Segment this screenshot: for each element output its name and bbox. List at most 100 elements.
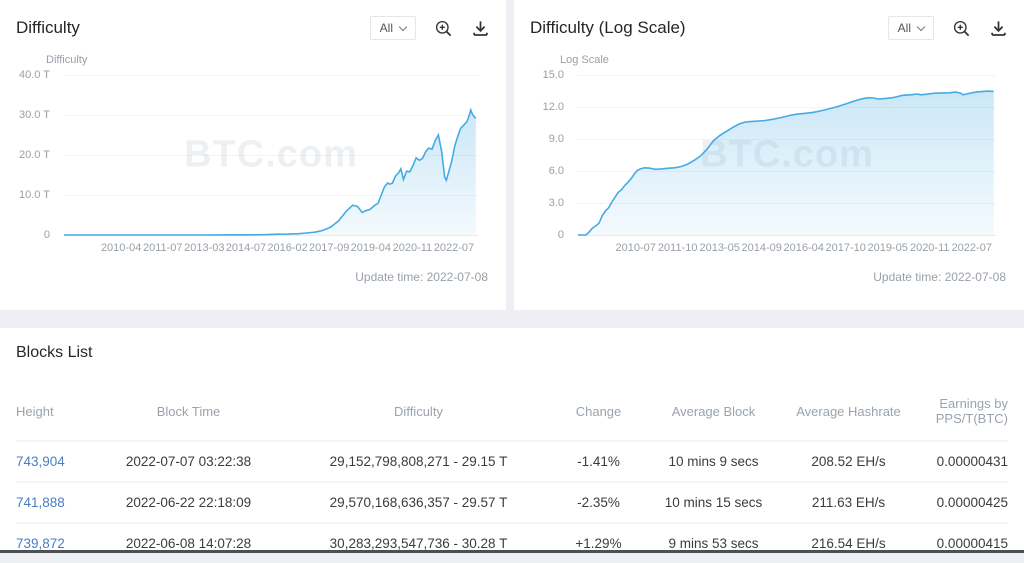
x-axis-tick: 2014-07: [225, 242, 267, 254]
x-axis-tick: 2010-07: [615, 242, 656, 254]
difficulty-line-series: [64, 75, 478, 235]
chart-grid: [64, 75, 478, 236]
table-row: 741,888 2022-06-22 22:18:09 29,570,168,636…: [16, 481, 1008, 523]
x-axis-tick: 2016-04: [783, 242, 824, 254]
x-axis-tick: 2013-03: [184, 242, 225, 254]
zoom-in-icon[interactable]: [952, 19, 971, 38]
difficulty-cell: 30,283,293,547,736 - 30.28 T: [291, 522, 546, 563]
x-axis-tick: 2019-04: [350, 242, 391, 254]
earnings-cell: 0.00000425: [921, 481, 1008, 523]
difficulty-log-chart-panel: Difficulty (Log Scale) All Log Scale 0 3.…: [514, 0, 1024, 310]
blocks-table-body: 743,904 2022-07-07 03:22:38 29,152,798,808…: [16, 440, 1008, 563]
block-height-link[interactable]: 741,888: [16, 495, 65, 510]
x-axis-tick: 2022-07: [433, 242, 475, 254]
y-axis-labels: 0 3.0 6.0 9.0 12.0 15.0: [530, 69, 572, 241]
height-cell: 741,888: [16, 481, 86, 523]
y-axis-name: Log Scale: [560, 54, 609, 66]
gridline: [64, 115, 478, 116]
x-axis-tick: 2019-05: [867, 242, 908, 254]
charts-row: Difficulty All Difficulty 0 10.0 T 20.0 T 3…: [0, 0, 1024, 310]
range-select[interactable]: All: [369, 16, 416, 40]
y-axis-labels: 0 10.0 T 20.0 T 30.0 T 40.0 T: [16, 69, 58, 241]
block-time-cell: 2022-07-07 03:22:38: [86, 440, 291, 482]
y-axis-tick: 9.0: [548, 133, 564, 145]
x-axis-tick: 2022-07: [951, 242, 992, 254]
range-select-value: All: [897, 21, 911, 35]
change-cell: -1.41%: [546, 440, 651, 482]
block-time-cell: 2022-06-08 14:07:28: [86, 522, 291, 563]
average-block-cell: 9 mins 53 secs: [651, 522, 776, 563]
zoom-in-icon[interactable]: [434, 19, 453, 38]
panel-header: Difficulty (Log Scale) All: [530, 12, 1008, 44]
update-time: Update time: 2022-07-08: [355, 270, 488, 284]
y-axis-tick: 0: [43, 229, 50, 241]
average-block-cell: 10 mins 15 secs: [651, 481, 776, 523]
difficulty-chart-panel: Difficulty All Difficulty 0 10.0 T 20.0 T 3…: [0, 0, 506, 310]
change-cell: +1.29%: [546, 522, 651, 563]
average-hashrate-cell: 208.52 EH/s: [776, 440, 921, 482]
earnings-cell: 0.00000415: [921, 522, 1008, 563]
y-axis-tick: 6.0: [548, 165, 564, 177]
y-axis-tick: 40.0 T: [19, 69, 50, 81]
x-axis-tick: 2010-04: [100, 242, 142, 254]
y-axis-tick: 10.0 T: [19, 189, 50, 201]
column-header-average-hashrate: Average Hashrate: [796, 403, 901, 419]
x-axis-tick: 2017-10: [825, 242, 866, 254]
x-axis-tick: 2020-11: [392, 242, 433, 254]
difficulty-log-chart: 03.06.09.012.015.0 BTC.com: [543, 69, 996, 241]
column-header-change: Change: [575, 403, 622, 419]
average-hashrate-cell: 211.63 EH/s: [776, 481, 921, 523]
block-height-link[interactable]: 743,904: [16, 454, 65, 469]
range-select-value: All: [379, 21, 393, 35]
x-axis-tick: 2016-02: [267, 242, 308, 254]
column-header-earnings: Earnings by PPS/T(BTC): [935, 396, 1008, 426]
gridline: [64, 75, 478, 76]
y-axis-tick: 3.0: [548, 197, 564, 209]
gridline: [578, 235, 996, 236]
column-header-height: Height: [16, 403, 54, 419]
chevron-down-icon: [916, 22, 926, 31]
page-bottom-edge: [0, 550, 1024, 553]
gridline: [64, 155, 478, 156]
difficulty-log-area-series: [578, 75, 996, 235]
x-axis-labels: 2010-04 2011-07 2013-03 2014-07 2016-02 2017-…: [64, 242, 478, 257]
panel-title: Difficulty: [16, 18, 80, 37]
gridline: [578, 75, 996, 76]
gridline: [578, 107, 996, 108]
blocks-list-panel: Blocks List Height Block Time Difficulty…: [0, 328, 1024, 563]
gridline: [64, 235, 478, 236]
difficulty-cell: 29,570,168,636,357 - 29.57 T: [291, 481, 546, 523]
chart-controls: All: [887, 16, 1008, 40]
x-axis-tick: 2020-11: [909, 242, 950, 254]
x-axis-tick: 2011-07: [142, 242, 183, 254]
block-height-link[interactable]: 739,872: [16, 536, 65, 551]
column-header-average-block: Average Block: [671, 403, 756, 419]
blocks-list-title: Blocks List: [16, 344, 93, 361]
height-cell: 739,872: [16, 522, 86, 563]
blocks-table: Height Block Time Difficulty Change Aver…: [16, 388, 1008, 563]
y-axis-tick: 12.0: [542, 101, 564, 113]
panel-header: Difficulty All: [16, 12, 490, 44]
x-axis-tick: 2017-09: [308, 242, 350, 254]
table-row: 743,904 2022-07-07 03:22:38 29,152,798,808…: [16, 440, 1008, 482]
chart-controls: All: [369, 16, 490, 40]
earnings-cell: 0.00000431: [921, 440, 1008, 482]
x-axis-tick: 2014-09: [741, 242, 782, 254]
change-cell: -2.35%: [546, 481, 651, 523]
table-header-row: Height Block Time Difficulty Change Aver…: [16, 388, 1008, 441]
chevron-down-icon: [398, 22, 408, 31]
column-header-difficulty: Difficulty: [394, 403, 443, 419]
gridline: [64, 195, 478, 196]
panel-title: Difficulty (Log Scale): [530, 18, 686, 37]
update-time: Update time: 2022-07-08: [873, 270, 1006, 284]
x-axis-tick: 2013-05: [699, 242, 740, 254]
block-time-cell: 2022-06-22 22:18:09: [86, 481, 291, 523]
average-hashrate-cell: 216.54 EH/s: [776, 522, 921, 563]
x-axis-labels: 2010-07 2011-10 2013-05 2014-09 2016-04 2017-…: [578, 242, 996, 257]
download-icon[interactable]: [989, 19, 1008, 38]
range-select[interactable]: All: [887, 16, 934, 40]
difficulty-cell: 29,152,798,808,271 - 29.15 T: [291, 440, 546, 482]
column-header-block-time: Block Time: [156, 403, 221, 419]
download-icon[interactable]: [471, 19, 490, 38]
difficulty-chart: 0 10.0 T 20.0 T 30.0 T 40.0 T BTC.com: [19, 69, 478, 241]
